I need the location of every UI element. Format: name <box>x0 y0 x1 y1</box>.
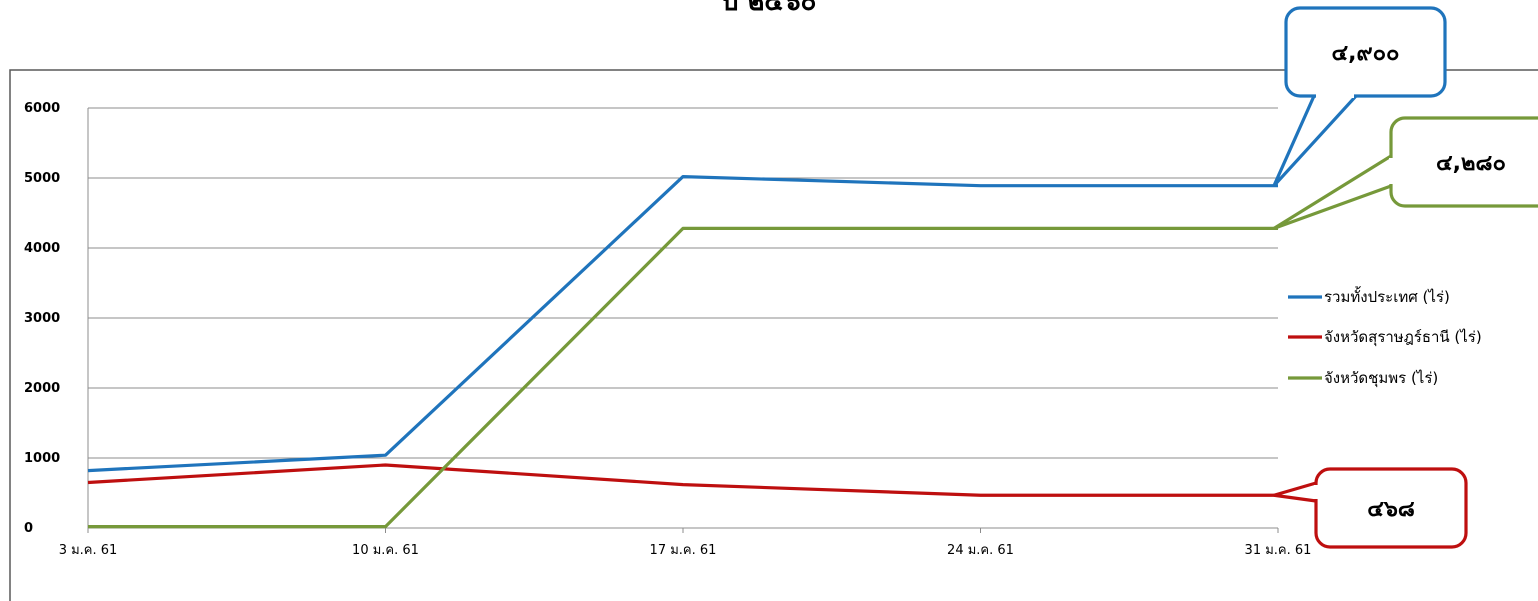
series-layer <box>87 175 1278 529</box>
y-tick-label: 3000 <box>24 311 60 326</box>
callout-pointer <box>1273 480 1318 503</box>
callout-1: ๔,๙๐๐ <box>1272 6 1447 187</box>
grid-layer <box>88 107 1278 529</box>
chart-title: ปี ๒๕๖๐ <box>721 0 817 17</box>
callout-2: ๔,๒๘๐ <box>1273 116 1538 230</box>
x-tick-label: 24 ม.ค. 61 <box>947 543 1014 558</box>
callout-pointer <box>1272 94 1360 187</box>
legend-label-1: รวมทั้งประเทศ (ไร่) <box>1324 286 1450 306</box>
series-line-2 <box>87 463 1278 497</box>
y-tick-label: 6000 <box>24 101 60 116</box>
axis-layer: 0 1000 2000 3000 4000 5000 6000 3 ม.ค. 61 10 ม.ค… <box>24 101 1311 558</box>
y-tick-label: 2000 <box>24 381 60 396</box>
callout-label: ๔,๙๐๐ <box>1332 41 1400 66</box>
legend-label-2: จังหวัดสุราษฎร์ธานี (ไร่) <box>1324 328 1482 347</box>
y-tick-label: 4000 <box>24 241 60 256</box>
x-tick-label: 31 ม.ค. 61 <box>1245 543 1312 558</box>
series-line-1 <box>87 175 1278 473</box>
y-tick-label: 5000 <box>24 171 60 186</box>
legend: รวมทั้งประเทศ (ไร่) จังหวัดสุราษฎร์ธานี (… <box>1288 286 1482 388</box>
x-tick-label: 17 ม.ค. 61 <box>650 543 717 558</box>
callout-box <box>1284 6 1447 98</box>
callout-label: ๔,๒๘๐ <box>1436 151 1506 176</box>
y-tick-label: 1000 <box>24 451 60 466</box>
x-tick-label: 3 ม.ค. 61 <box>59 543 118 558</box>
series-line-3 <box>88 226 1278 529</box>
callout-box <box>1314 467 1468 549</box>
legend-label-3: จังหวัดชุมพร (ไร่) <box>1324 369 1438 388</box>
x-tick-label: 10 ม.ค. 61 <box>352 543 419 558</box>
callout-3: ๔๖๘ <box>1273 467 1468 549</box>
chart-frame <box>9 69 1538 601</box>
callout-label: ๔๖๘ <box>1367 497 1415 522</box>
y-tick-label: 0 <box>24 521 33 536</box>
